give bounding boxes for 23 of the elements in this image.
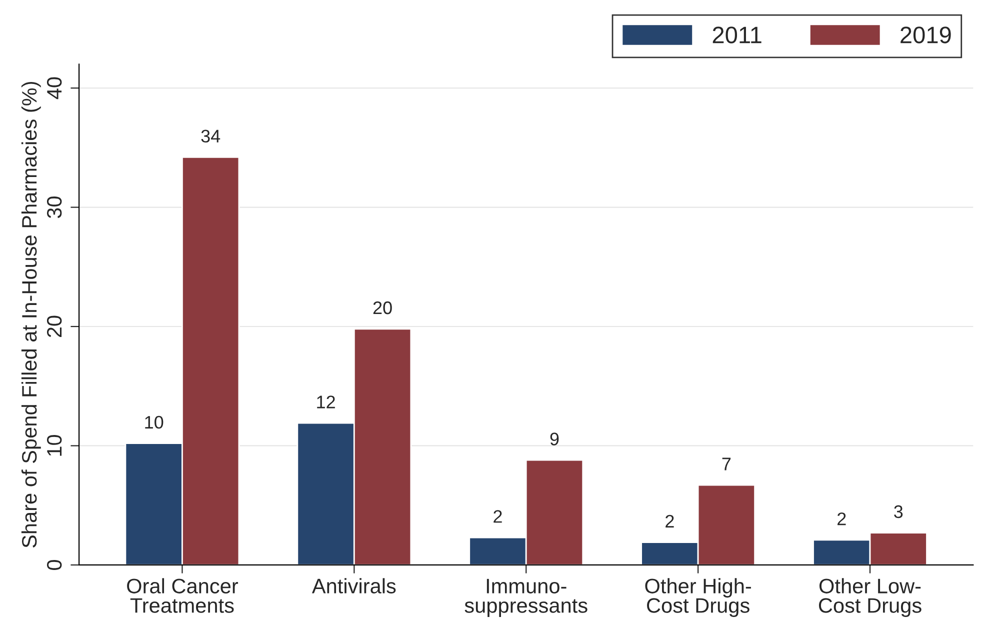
x-tick-label: Immuno- suppressants	[464, 578, 588, 617]
y-axis-title: Share of Spend Filled at In-House Pharmacies (%)	[21, 82, 41, 548]
data-label: 10	[145, 416, 164, 429]
data-label: 3	[894, 505, 903, 518]
data-label: 2	[666, 514, 674, 528]
y-tick-label: 40	[46, 77, 62, 100]
data-label: 2	[494, 510, 502, 523]
y-tick-label: 20	[46, 316, 62, 338]
x-tick-label: Antivirals	[312, 578, 396, 594]
data-label: 12	[317, 396, 335, 408]
data-label: 20	[373, 301, 392, 314]
legend-label: 2019	[900, 26, 951, 44]
y-tick-label: 10	[46, 434, 62, 456]
x-tick-label: Other High- Cost Drugs	[645, 578, 751, 617]
data-label: 2	[838, 512, 846, 526]
y-tick-label: 30	[46, 196, 62, 218]
x-tick-label: Oral Cancer Treatments	[127, 578, 238, 613]
y-tick-label: 0	[46, 560, 62, 570]
legend-label: 2011	[712, 26, 762, 44]
data-label: 9	[550, 432, 559, 446]
x-tick-label: Other Low- Cost Drugs	[818, 578, 922, 617]
data-label: 7	[722, 458, 731, 470]
data-label: 34	[201, 130, 220, 143]
